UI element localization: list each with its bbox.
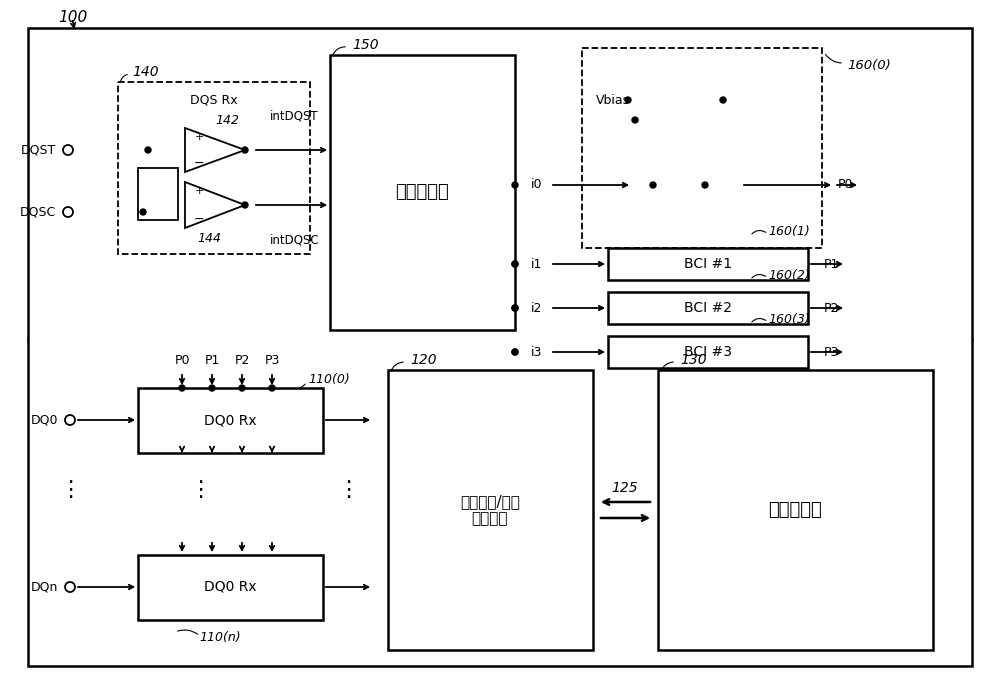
Text: 140: 140 — [132, 65, 159, 79]
Text: 100: 100 — [58, 10, 87, 26]
Text: i1: i1 — [531, 258, 542, 271]
Text: −: − — [194, 212, 204, 226]
Text: P0: P0 — [174, 353, 190, 367]
Text: DQS Rx: DQS Rx — [190, 94, 238, 106]
Text: DQ0 Rx: DQ0 Rx — [204, 580, 256, 594]
Circle shape — [512, 182, 518, 188]
Circle shape — [702, 182, 708, 188]
Circle shape — [209, 385, 215, 391]
Text: 数据读取/写入
控制电路: 数据读取/写入 控制电路 — [460, 494, 520, 526]
Text: i0: i0 — [531, 178, 542, 191]
Circle shape — [242, 202, 248, 208]
Text: ⋮: ⋮ — [189, 480, 211, 500]
Circle shape — [242, 147, 248, 153]
Circle shape — [650, 182, 656, 188]
Circle shape — [512, 261, 518, 267]
Text: P1: P1 — [824, 258, 839, 271]
Bar — [138, 388, 323, 453]
Text: 160(2): 160(2) — [768, 269, 810, 283]
Circle shape — [625, 97, 631, 103]
Circle shape — [145, 147, 151, 153]
Bar — [388, 370, 593, 650]
Text: BCI #3: BCI #3 — [684, 345, 732, 359]
Text: i3: i3 — [531, 346, 542, 359]
Bar — [138, 555, 323, 620]
Text: −: − — [194, 157, 204, 170]
Text: DQSC: DQSC — [20, 205, 56, 218]
Text: DQ0 Rx: DQ0 Rx — [204, 413, 256, 427]
Text: intDQSC: intDQSC — [270, 233, 320, 247]
Text: BCI #2: BCI #2 — [684, 301, 732, 315]
Circle shape — [632, 117, 638, 123]
Text: P0: P0 — [838, 178, 854, 191]
Bar — [582, 48, 822, 248]
Text: P3: P3 — [824, 346, 839, 359]
Circle shape — [720, 97, 726, 103]
Circle shape — [269, 385, 275, 391]
Bar — [608, 248, 808, 280]
Text: 142: 142 — [215, 113, 239, 127]
Text: 144: 144 — [197, 231, 221, 245]
Circle shape — [512, 305, 518, 311]
Text: 160(3): 160(3) — [768, 313, 810, 327]
Text: +: + — [194, 186, 204, 196]
Text: 130: 130 — [680, 353, 707, 367]
Text: Vbias: Vbias — [596, 94, 630, 106]
Text: P2: P2 — [824, 302, 839, 315]
Circle shape — [512, 261, 518, 267]
Circle shape — [512, 305, 518, 311]
Text: 125: 125 — [612, 481, 638, 495]
Text: 象限分频器: 象限分频器 — [395, 183, 449, 201]
Text: 160(0): 160(0) — [847, 60, 891, 73]
Text: 存储器阵列: 存储器阵列 — [768, 501, 822, 519]
Text: 160(1): 160(1) — [768, 226, 810, 239]
Text: P3: P3 — [264, 353, 280, 367]
Text: DQn: DQn — [31, 580, 58, 593]
Circle shape — [512, 349, 518, 355]
Circle shape — [140, 209, 146, 215]
Text: BCI #1: BCI #1 — [684, 257, 732, 271]
Text: +: + — [194, 132, 204, 142]
Text: intDQST: intDQST — [270, 110, 319, 123]
Text: P2: P2 — [234, 353, 250, 367]
Text: ⋮: ⋮ — [59, 480, 81, 500]
Text: DQ0: DQ0 — [30, 414, 58, 426]
Text: ⋮: ⋮ — [337, 480, 359, 500]
Bar — [330, 55, 515, 330]
Text: 110(n): 110(n) — [199, 631, 241, 645]
Circle shape — [512, 349, 518, 355]
Text: 110(0): 110(0) — [308, 374, 350, 386]
Bar — [118, 82, 310, 254]
Circle shape — [179, 385, 185, 391]
Bar — [608, 336, 808, 368]
Bar — [138, 168, 178, 220]
Bar — [608, 292, 808, 324]
Circle shape — [239, 385, 245, 391]
Text: 150: 150 — [352, 38, 379, 52]
Bar — [658, 370, 933, 650]
Text: DQST: DQST — [21, 144, 56, 157]
Text: P1: P1 — [204, 353, 220, 367]
Text: 120: 120 — [410, 353, 437, 367]
Text: i2: i2 — [531, 302, 542, 315]
